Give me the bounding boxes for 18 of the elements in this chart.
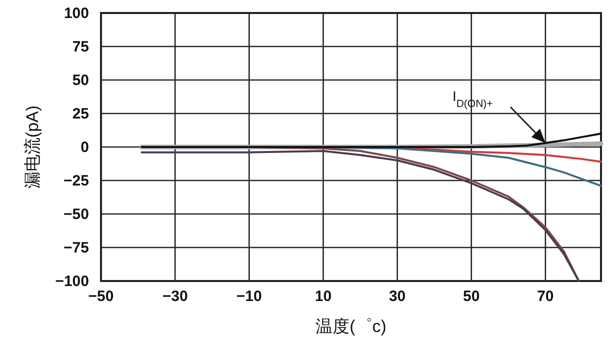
x-tick-label: −10 [236, 288, 262, 305]
y-tick-label: −75 [64, 240, 89, 256]
y-tick-label: 50 [72, 72, 89, 89]
x-tick-label: 10 [314, 288, 332, 305]
x-tick-label: 70 [537, 288, 554, 305]
y-tick-label: 75 [72, 38, 89, 56]
y-tick-label: −50 [64, 206, 89, 223]
y-tick-label: −100 [55, 273, 89, 290]
x-tick-label: 30 [388, 288, 406, 305]
y-axis-title: 漏电流(pA) [23, 105, 42, 189]
x-tick-label: 50 [463, 288, 480, 305]
y-tick-label: 100 [64, 5, 89, 22]
y-tick-label: 0 [80, 139, 89, 156]
y-tick-label: 25 [72, 106, 89, 122]
x-tick-label: −30 [162, 288, 188, 305]
y-tick-label: −25 [64, 172, 89, 190]
x-tick-label: −50 [88, 288, 114, 305]
x-axis-title: 温度(゜c) [316, 317, 386, 336]
